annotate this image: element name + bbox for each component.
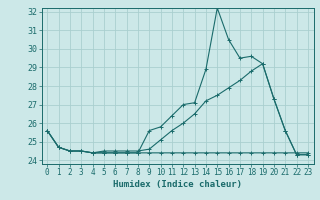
X-axis label: Humidex (Indice chaleur): Humidex (Indice chaleur) [113,180,242,189]
